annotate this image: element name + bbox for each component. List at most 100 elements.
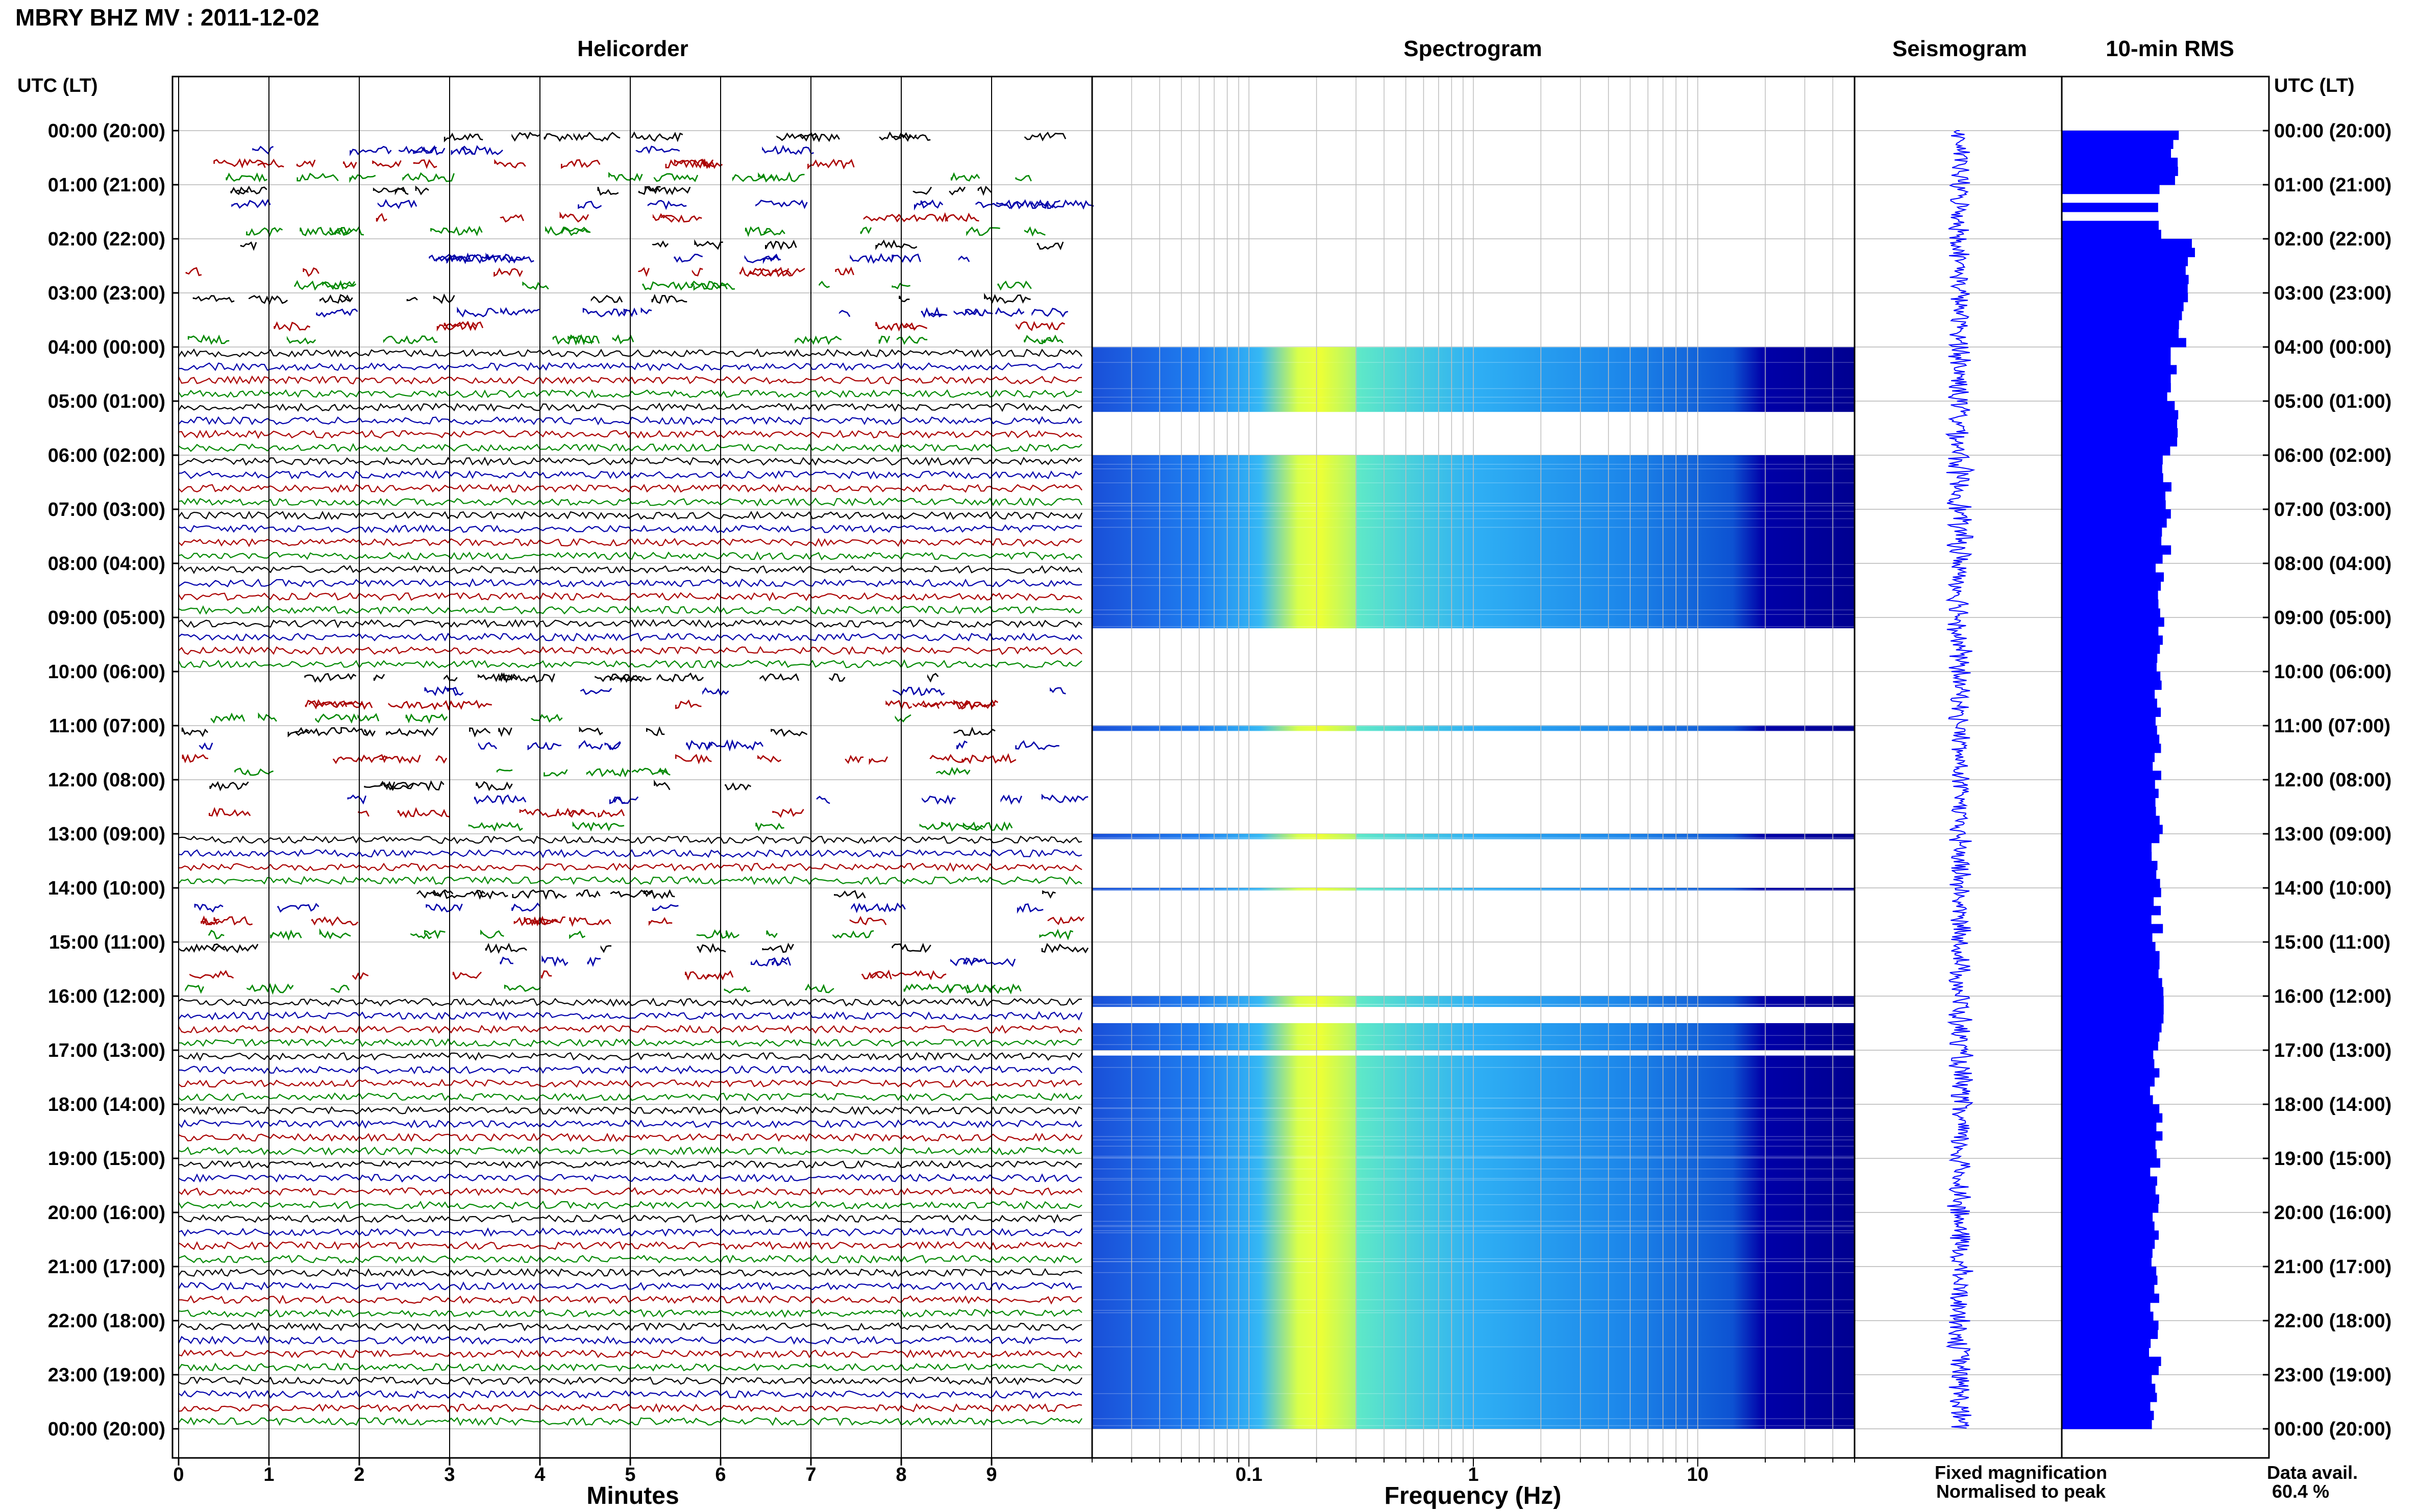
helicorder-trace	[178, 456, 1082, 466]
rms-bar	[2062, 960, 2160, 970]
helicorder-trace-segment	[755, 822, 784, 832]
helicorder-trace-segment	[786, 267, 805, 277]
helicorder-trace-segment	[949, 186, 966, 196]
helicorder-trace-segment	[561, 226, 591, 235]
helicorder-trace	[178, 510, 1082, 520]
helicorder-trace-segment	[552, 334, 600, 345]
helicorder-trace-segment	[995, 307, 1025, 317]
time-label-left: 06:00 (02:00)	[48, 445, 165, 466]
helicorder-trace	[178, 389, 1082, 399]
time-label-left: 14:00 (10:00)	[48, 878, 165, 899]
helicorder-trace	[178, 497, 1082, 507]
helicorder-trace-segment	[315, 713, 357, 724]
helicorder-trace	[178, 1281, 1082, 1291]
helicorder-trace-segment	[762, 253, 780, 264]
helicorder-trace-segment	[231, 199, 271, 209]
rms-bar	[2062, 410, 2179, 419]
helicorder-trace-segment	[494, 159, 526, 169]
helicorder-trace-segment	[424, 930, 446, 939]
helicorder-trace-segment	[919, 823, 944, 830]
helicorder-trace-segment	[766, 930, 778, 938]
helicorder-trace-segment	[838, 310, 851, 317]
helicorder-trace-segment	[511, 131, 541, 142]
rms-bar	[2062, 1302, 2151, 1312]
rms-bar	[2062, 1077, 2155, 1087]
helicorder-trace-segment	[834, 890, 866, 899]
rms-bar	[2062, 1167, 2151, 1177]
frequency-tick-label: 10	[1687, 1464, 1709, 1485]
helicorder-trace	[178, 1227, 1082, 1237]
minute-tick-label: 0	[173, 1464, 184, 1485]
helicorder-trace-segment	[745, 226, 772, 237]
helicorder-trace-segment	[1047, 199, 1094, 210]
rms-bar	[2062, 473, 2163, 483]
helicorder-trace-segment	[609, 741, 621, 751]
helicorder-trace-segment	[609, 673, 652, 683]
rms-bar	[2062, 176, 2175, 185]
helicorder-trace	[178, 862, 1082, 872]
helicorder-trace-segment	[675, 699, 702, 709]
helicorder-trace-segment	[640, 307, 652, 315]
helicorder-trace-segment	[929, 754, 967, 763]
helicorder-trace-segment	[194, 903, 224, 913]
time-label-left: 05:00 (01:00)	[48, 391, 165, 412]
helicorder-trace-segment	[544, 133, 573, 142]
rms-bar	[2062, 356, 2171, 365]
time-label-left: 11:00 (07:00)	[49, 715, 165, 737]
helicorder-trace-segment	[835, 266, 854, 276]
helicorder-trace	[178, 1078, 1082, 1088]
time-labels-right: 00:00 (20:00) 01:00 (21:00) 02:00 (22:00) 0…	[2263, 120, 2391, 1440]
helicorder-trace	[178, 835, 1082, 845]
helicorder-trace-segment	[647, 200, 687, 210]
rms-bar	[2062, 635, 2163, 645]
helicorder-trace	[178, 1024, 1082, 1034]
helicorder-trace-segment	[447, 687, 464, 696]
rms-bar	[2062, 446, 2170, 456]
rms-bar	[2062, 753, 2155, 762]
rms-bar	[2062, 1140, 2156, 1150]
rms-bar	[2062, 545, 2171, 555]
rms-bar	[2062, 572, 2164, 582]
helicorder-trace-segment	[258, 712, 277, 722]
helicorder-trace-segment	[493, 267, 523, 278]
helicorder-trace-segment	[383, 335, 438, 344]
helicorder-trace-segment	[478, 672, 517, 683]
minute-tick-label: 9	[986, 1464, 997, 1485]
rms-bar	[2062, 761, 2153, 771]
rms-bar	[2062, 563, 2156, 573]
helicorder-trace-segment	[860, 227, 872, 234]
rms-bar	[2062, 798, 2156, 807]
helicorder-trace-segment	[376, 213, 387, 222]
helicorder-trace-segment	[582, 308, 628, 317]
rms-bar	[2062, 1284, 2155, 1294]
helicorder-trace-segment	[656, 672, 704, 683]
rms-bar	[2062, 743, 2161, 753]
helicorder-trace	[178, 538, 1082, 548]
rms-bar	[2062, 1294, 2159, 1303]
rms-bar	[2062, 662, 2157, 672]
rms-bar	[2062, 1059, 2155, 1069]
rms-bar	[2062, 554, 2163, 564]
rms-bar	[2062, 455, 2163, 465]
helicorder-trace-segment	[561, 159, 601, 169]
helicorder-trace-segment	[199, 742, 213, 750]
helicorder-trace-segment	[498, 727, 512, 737]
helicorder-trace-segment	[646, 726, 665, 736]
helicorder-trace	[178, 1173, 1082, 1183]
helicorder-trace-segment	[416, 889, 454, 899]
time-label-right: 07:00 (03:00)	[2274, 499, 2391, 520]
rms-bar	[2062, 239, 2192, 249]
helicorder-trace-segment	[364, 781, 414, 791]
helicorder-trace-segment	[572, 821, 625, 832]
rms-bar	[2062, 1050, 2154, 1060]
helicorder-trace-segment	[569, 930, 586, 939]
helicorder-trace-segment	[927, 673, 939, 683]
helicorder-trace-segment	[675, 754, 712, 764]
rms-bar	[2062, 1113, 2163, 1123]
rms-bar	[2062, 203, 2158, 212]
helicorder-trace-segment	[185, 267, 202, 277]
helicorder-trace-segment	[436, 254, 491, 264]
helicorder-trace-segment	[762, 943, 794, 953]
helicorder-trace	[178, 1335, 1082, 1346]
helicorder-title: Helicorder	[577, 36, 688, 61]
